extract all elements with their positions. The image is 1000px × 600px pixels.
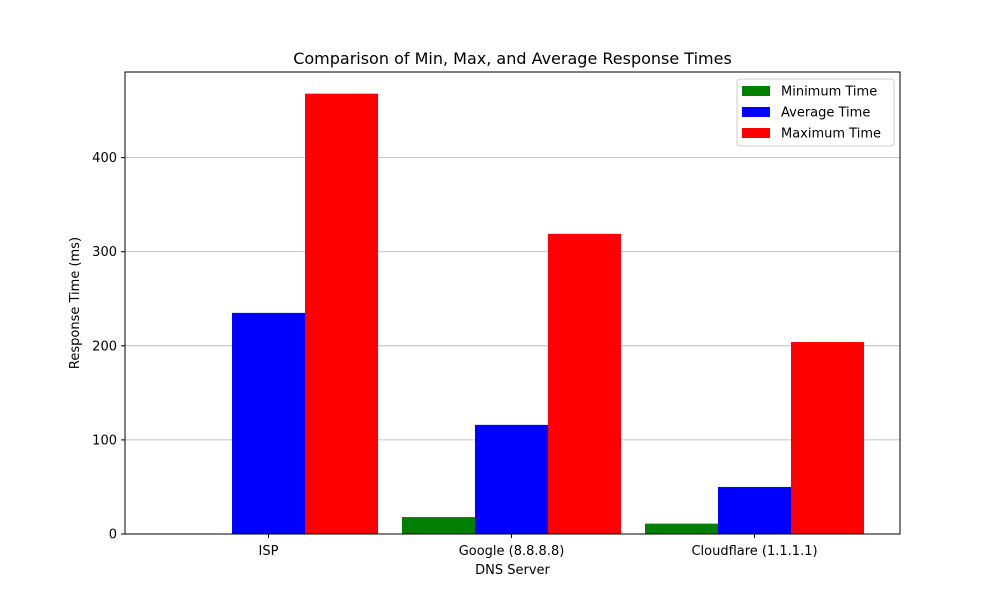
bar-maximum-time xyxy=(791,342,864,534)
x-axis-label: DNS Server xyxy=(475,563,550,578)
y-axis-label: Response Time (ms) xyxy=(68,237,83,369)
x-tick-label: ISP xyxy=(259,544,279,559)
legend-swatch xyxy=(742,107,770,117)
y-tick-label: 200 xyxy=(92,339,117,354)
legend-label: Average Time xyxy=(781,106,870,121)
bar-minimum-time xyxy=(402,517,475,534)
legend-box xyxy=(736,78,895,147)
legend-swatch xyxy=(742,128,770,138)
axis-ticks: 0 100 200 300 400 ISP Google (8.8.8.8) Cloudfla… xyxy=(92,151,817,559)
x-tick-label: Cloudflare (1.1.1.1) xyxy=(691,544,817,559)
bars xyxy=(232,93,864,535)
y-tick-label: 400 xyxy=(92,151,117,166)
bar-maximum-time xyxy=(548,233,621,535)
legend-swatch xyxy=(742,86,770,96)
y-tick-label: 0 xyxy=(109,528,117,543)
y-tick-label: 300 xyxy=(92,245,117,260)
x-tick-label: Google (8.8.8.8) xyxy=(459,544,565,559)
y-tick-label: 100 xyxy=(92,433,117,448)
bar-average-time xyxy=(475,424,548,534)
legend-label: Maximum Time xyxy=(781,127,881,142)
chart-title: Comparison of Min, Max, and Average Resp… xyxy=(293,49,732,68)
bar-average-time xyxy=(718,486,791,534)
bar-minimum-time xyxy=(645,523,718,534)
bar-maximum-time xyxy=(305,93,378,535)
plot-frame xyxy=(124,71,901,535)
bar-average-time xyxy=(232,312,305,534)
legend[interactable]: Minimum Time Average Time Maximum Time xyxy=(736,78,895,147)
legend-label: Minimum Time xyxy=(781,85,877,100)
